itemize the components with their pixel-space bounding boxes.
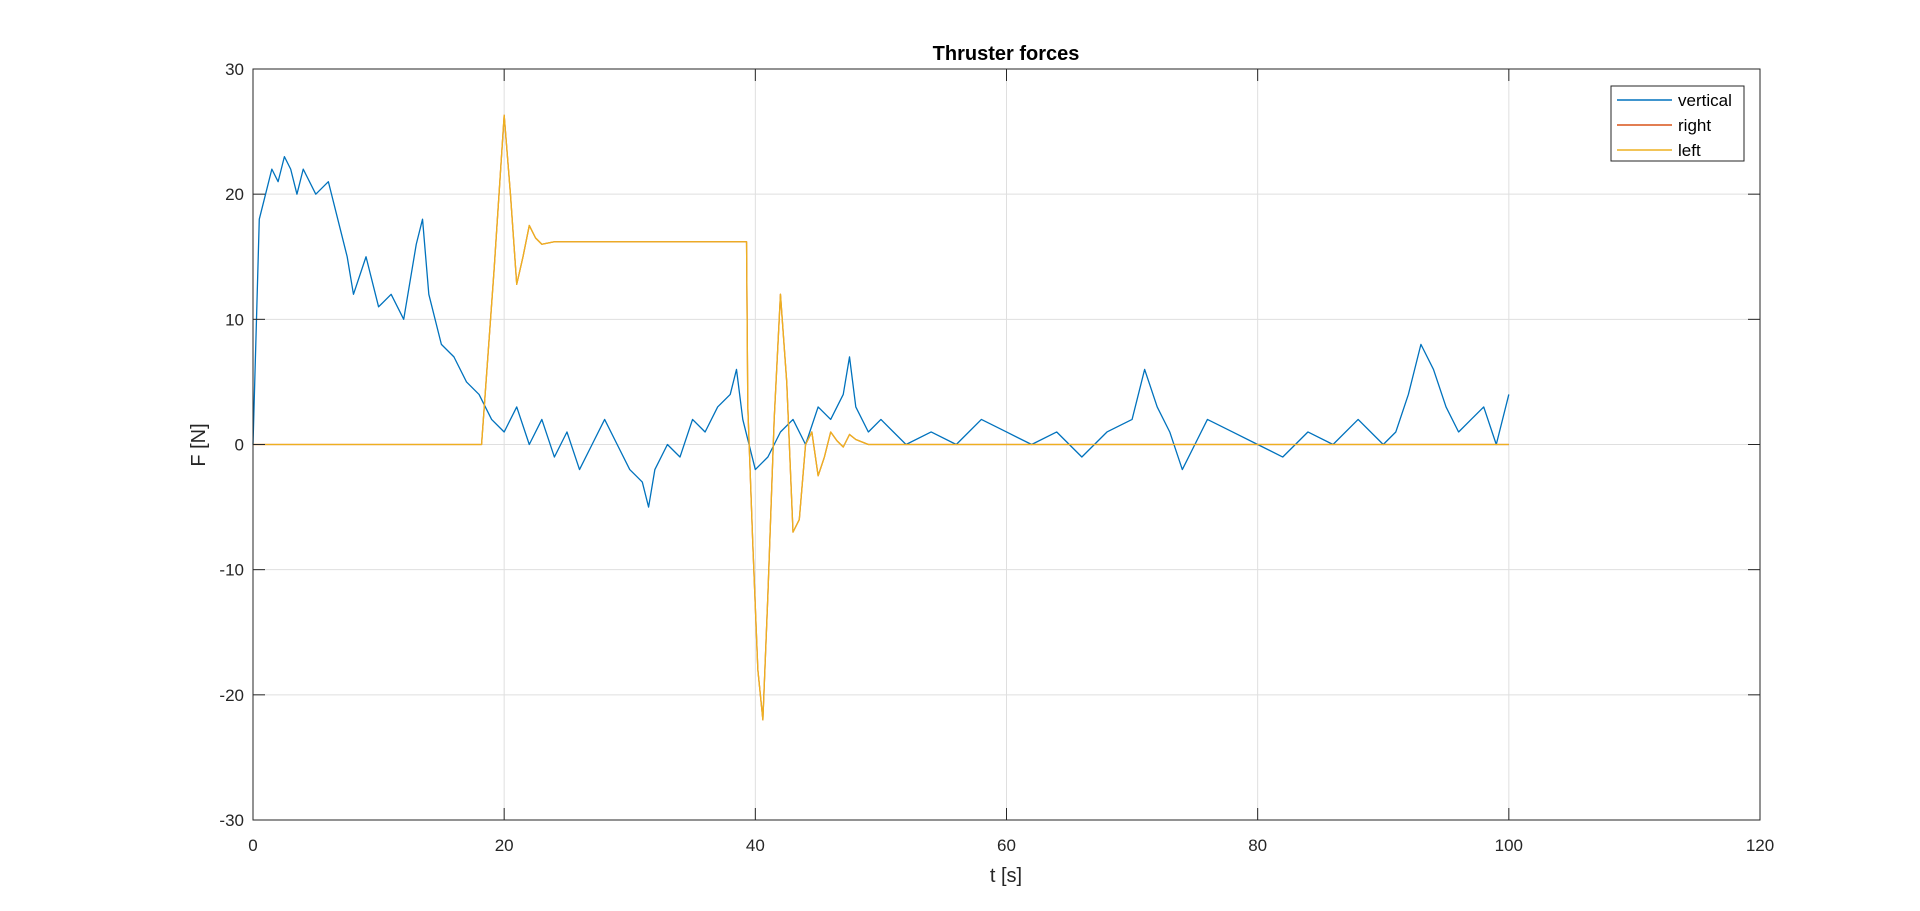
y-tick-label: 0 xyxy=(235,436,244,455)
x-axis-label: t [s] xyxy=(990,865,1022,887)
axis-ticks: 0 20 40 60 80 100 120 -30 -20 -10 0 10 20 30 xyxy=(219,60,1774,855)
y-tick-label: 20 xyxy=(225,185,244,204)
legend-box xyxy=(1610,85,1745,162)
x-tick-label: 60 xyxy=(997,836,1016,855)
y-tick-label: 10 xyxy=(225,310,244,329)
x-tick-label: 100 xyxy=(1495,836,1523,855)
series-line-left xyxy=(253,114,1509,721)
x-tick-label: 40 xyxy=(746,836,765,855)
y-tick-label: -10 xyxy=(219,561,244,580)
legend-label-right: right xyxy=(1678,116,1711,135)
series-line-vertical xyxy=(252,155,1510,508)
series-lines xyxy=(252,114,1510,721)
x-tick-label: 20 xyxy=(495,836,514,855)
chart-title: Thruster forces xyxy=(933,43,1080,65)
y-tick-label: -20 xyxy=(219,686,244,705)
x-tick-label: 120 xyxy=(1746,836,1774,855)
y-tick-label: 30 xyxy=(225,60,244,79)
x-tick-label: 0 xyxy=(248,836,257,855)
x-tick-label: 80 xyxy=(1248,836,1267,855)
y-tick-label: -30 xyxy=(219,811,244,830)
legend-label-vertical: vertical xyxy=(1678,91,1732,110)
legend: vertical right left xyxy=(1610,85,1745,162)
legend-label-left: left xyxy=(1678,141,1701,160)
y-axis-label: F [N] xyxy=(188,423,210,466)
